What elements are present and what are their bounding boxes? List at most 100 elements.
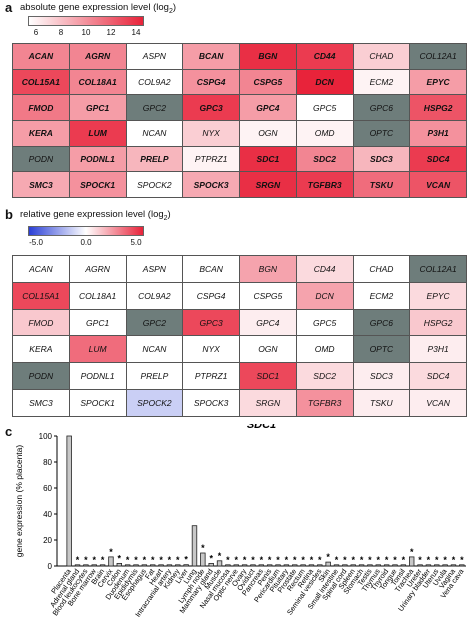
bar-heart: [158, 564, 164, 567]
colorbar-relative: [28, 226, 144, 236]
bar-tongue: [392, 564, 398, 567]
heatmap-absolute: ACAN AGRN ASPN BCAN BGN CD44 CHAD COL12A1 COL15A…: [12, 43, 467, 198]
heatmap-cell-omd: OMD: [295, 119, 354, 147]
heatmap-cell-chad: CHAD: [352, 255, 411, 283]
colorbar-absolute: [28, 16, 144, 26]
heatmap-cell-aspn: ASPN: [125, 43, 184, 70]
significance-star: *: [310, 555, 314, 565]
heatmap-row: ACAN AGRN ASPN BCAN BGN CD44 CHAD COL12A1: [12, 255, 467, 283]
heatmap-cell-p3h1: P3H1: [409, 119, 467, 147]
heatmap-cell-ogn: OGN: [239, 335, 297, 364]
bar-adrenal-gland: [74, 564, 81, 567]
heatmap-cell-col12a1: COL12A1: [409, 43, 467, 70]
heatmap-cell-cspg4: CSPG4: [182, 68, 240, 96]
bar-seminal-vesicles: [317, 564, 323, 567]
heatmap-cell-cspg5: CSPG5: [239, 281, 297, 310]
significance-star: *: [176, 555, 180, 565]
bar-pituitary: [283, 564, 290, 567]
heatmap-cell-prelp: PRELP: [125, 362, 184, 391]
bar-fat: [150, 564, 156, 567]
heatmap-cell-agrn: AGRN: [68, 43, 127, 70]
significance-star: *: [368, 555, 372, 565]
heatmap-cell-gpc2: GPC2: [125, 308, 184, 337]
bar-penis: [266, 564, 273, 567]
bar-lung: [191, 525, 198, 567]
bar-retina: [308, 564, 315, 567]
heatmap-cell-prelp: PRELP: [125, 145, 184, 173]
heatmap-relative: ACAN AGRN ASPN BCAN BGN CD44 CHAD COL12A1 COL15A…: [12, 255, 467, 417]
heatmap-cell-spock1: SPOCK1: [68, 171, 127, 198]
bar-mammary-gland: [208, 562, 214, 567]
significance-star: *: [335, 555, 339, 565]
colorbar-tick: 10: [81, 28, 91, 37]
significance-star: *: [410, 547, 414, 557]
heatmap-cell-spock2: SPOCK2: [125, 171, 184, 198]
heatmap-cell-col15a1: COL15A1: [12, 281, 70, 310]
heatmap-cell-sdc4: SDC4: [409, 362, 467, 391]
heatmap-row: PODN PODNL1 PRELP PTPRZ1 SDC1 SDC2 SDC3 SDC4: [12, 145, 467, 173]
heatmap-cell-sdc2: SDC2: [295, 145, 354, 173]
heatmap-cell-podnl1: PODNL1: [68, 145, 127, 173]
bar-ovary: [241, 564, 248, 567]
significance-star: *: [209, 553, 213, 563]
bar-nasal-mucosa: [225, 564, 231, 567]
heatmap-cell-col18a1: COL18A1: [68, 281, 127, 310]
heatmap-cell-lum: LUM: [68, 335, 127, 364]
heatmap-cell-vcan: VCAN: [409, 171, 467, 198]
panel-b-legend-title: relative gene expression level (log2): [20, 209, 171, 222]
heatmap-cell-sdc1: SDC1: [239, 362, 297, 391]
heatmap-cell-nyx: NYX: [182, 335, 240, 364]
heatmap-cell-cd44: CD44: [295, 255, 354, 283]
heatmap-cell-tgfbr3: TGFBR3: [295, 389, 354, 417]
heatmap-cell-sdc3: SDC3: [352, 362, 411, 391]
bar-chart-sdc1: SDC1 0 20 40 60 80 100 gene expression (% place…: [14, 424, 466, 619]
legend-b-close: ): [167, 209, 171, 220]
significance-star: *: [243, 555, 247, 565]
heatmap-cell-spock3: SPOCK3: [182, 171, 240, 198]
heatmap-row: FMOD GPC1 GPC2 GPC3 GPC4 GPC5 GPC6 HSPG2: [12, 94, 467, 121]
heatmap-cell-ecm2: ECM2: [352, 281, 411, 310]
bar-rectum: [300, 564, 306, 567]
significance-star: *: [343, 555, 347, 565]
heatmap-cell-podn: PODN: [12, 362, 70, 391]
heatmap-cell-dcn: DCN: [295, 281, 354, 310]
heatmap-cell-srgn: SRGN: [239, 171, 297, 198]
heatmap-cell-spock3: SPOCK3: [182, 389, 240, 417]
significance-star: *: [226, 555, 230, 565]
legend-b-sub: 2: [163, 214, 168, 222]
significance-star: *: [260, 555, 264, 565]
heatmap-cell-gpc6: GPC6: [352, 94, 411, 121]
heatmap-cell-gpc2: GPC2: [125, 94, 184, 121]
heatmap-cell-podn: PODN: [12, 145, 70, 173]
significance-star: *: [118, 553, 122, 563]
significance-star: *: [393, 555, 397, 565]
significance-star: *: [385, 555, 389, 565]
significance-star: *: [402, 555, 406, 565]
heatmap-cell-epyc: EPYC: [409, 68, 467, 96]
y-tick-label: 60: [43, 484, 52, 493]
significance-star: *: [326, 552, 330, 562]
significance-star: *: [159, 555, 163, 565]
heatmap-cell-gpc5: GPC5: [295, 94, 354, 121]
significance-star: *: [143, 555, 147, 565]
heatmap-cell-vcan: VCAN: [409, 389, 467, 417]
heatmap-cell-kera: KERA: [12, 335, 70, 364]
heatmap-cell-gpc3: GPC3: [182, 94, 240, 121]
bar-kidney: [175, 564, 181, 567]
bar-colon: [116, 562, 122, 567]
significance-star: *: [360, 555, 364, 565]
heatmap-cell-epyc: EPYC: [409, 281, 467, 310]
legend-a-text: absolute gene expression level (log: [20, 2, 169, 13]
colorbar-tick: 8: [58, 28, 64, 37]
panel-b-label: b: [5, 207, 13, 222]
legend-b-text: relative gene expression level (log: [20, 209, 164, 220]
bar-cervix: [108, 556, 114, 567]
heatmap-cell-col15a1: COL15A1: [12, 68, 70, 96]
significance-star: *: [76, 555, 80, 565]
heatmap-cell-spock1: SPOCK1: [68, 389, 127, 417]
colorbar-tick: 0.0: [80, 238, 92, 247]
heatmap-cell-cspg4: CSPG4: [182, 281, 240, 310]
heatmap-cell-smc3: SMC3: [12, 389, 70, 417]
panel-c-label: c: [5, 424, 13, 439]
significance-star: *: [251, 555, 255, 565]
